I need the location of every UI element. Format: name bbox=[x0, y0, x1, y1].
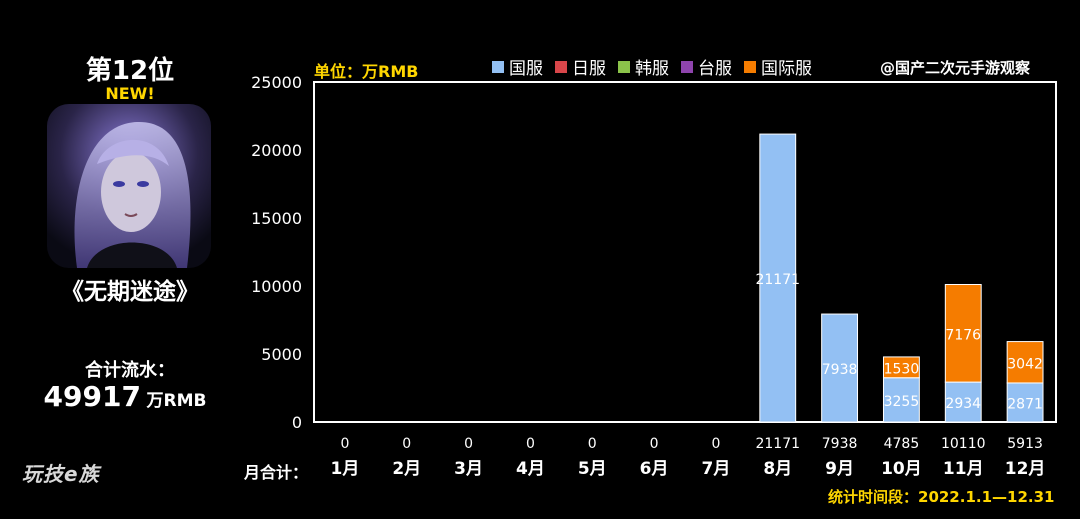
month-total-value: 0 bbox=[588, 436, 597, 452]
legend-item: 日服 bbox=[555, 54, 606, 79]
bar-value-label: 2871 bbox=[1007, 396, 1043, 412]
brand-logo: 玩技e族 bbox=[22, 462, 100, 486]
legend-item: 台服 bbox=[681, 54, 732, 79]
legend-item: 国际服 bbox=[744, 54, 812, 79]
x-tick-label: 12月 bbox=[1005, 459, 1046, 479]
month-total-value: 0 bbox=[402, 436, 411, 452]
y-tick-label: 5000 bbox=[261, 345, 302, 364]
x-tick-label: 8月 bbox=[763, 459, 792, 479]
bar-segment bbox=[944, 284, 982, 383]
date-range: 统计时间段：2022.1.1—12.31 bbox=[828, 488, 1055, 506]
legend-label: 日服 bbox=[572, 59, 606, 79]
legend-item: 国服 bbox=[492, 54, 543, 79]
legend-swatch bbox=[681, 60, 693, 73]
bar-value-label: 7938 bbox=[822, 362, 858, 378]
legend-label: 国服 bbox=[509, 59, 543, 79]
y-tick-label: 10000 bbox=[251, 277, 302, 296]
y-tick-label: 15000 bbox=[251, 209, 302, 228]
bar-value-label: 3255 bbox=[884, 394, 920, 410]
total-revenue-unit: 万RMB bbox=[146, 391, 207, 411]
bar-segment bbox=[882, 377, 920, 423]
month-total-value: 0 bbox=[464, 436, 473, 452]
x-tick-label: 4月 bbox=[516, 459, 545, 479]
y-tick-label: 25000 bbox=[251, 73, 302, 92]
month-total-value: 5913 bbox=[1007, 436, 1043, 452]
total-revenue-value: 49917 万RMB bbox=[20, 380, 230, 413]
x-tick-label: 3月 bbox=[454, 459, 483, 479]
y-tick-label: 0 bbox=[292, 413, 302, 432]
legend-item: 韩服 bbox=[618, 54, 669, 79]
month-total-value: 0 bbox=[340, 436, 349, 452]
x-tick-label: 6月 bbox=[640, 459, 669, 479]
bar-segment bbox=[1006, 382, 1044, 423]
legend-swatch bbox=[555, 60, 567, 73]
month-total-value: 4785 bbox=[884, 436, 920, 452]
x-tick-label: 11月 bbox=[943, 459, 984, 479]
legend-label: 国际服 bbox=[761, 59, 812, 79]
month-total-value: 21171 bbox=[755, 436, 800, 452]
bar-value-label: 7176 bbox=[945, 327, 981, 343]
bar-value-label: 2934 bbox=[945, 396, 981, 412]
x-tick-label: 2月 bbox=[392, 459, 421, 479]
month-total-value: 0 bbox=[711, 436, 720, 452]
bar-segment bbox=[944, 381, 982, 423]
watermark: @国产二次元手游观察 bbox=[880, 59, 1031, 77]
chart-unit-label: 单位：万RMB bbox=[314, 62, 419, 81]
plot-frame bbox=[313, 81, 1057, 423]
rank-label: 第12位 bbox=[85, 56, 175, 86]
month-total-value: 10110 bbox=[941, 436, 986, 452]
month-total-value: 7938 bbox=[822, 436, 858, 452]
bar-segment bbox=[1006, 341, 1044, 384]
y-tick-label: 20000 bbox=[251, 141, 302, 160]
bar-value-label: 3042 bbox=[1007, 356, 1043, 372]
legend-label: 韩服 bbox=[635, 59, 669, 79]
bar-segment bbox=[821, 313, 859, 423]
bar-segment bbox=[882, 356, 920, 379]
new-badge: NEW! bbox=[105, 84, 155, 103]
chart-legend: 国服 日服 韩服 台服 国际服 bbox=[492, 54, 812, 79]
bar-value-label: 1530 bbox=[884, 361, 920, 377]
legend-label: 台服 bbox=[698, 59, 732, 79]
game-name: 《无期迷途》 bbox=[61, 279, 199, 305]
legend-swatch bbox=[492, 60, 504, 73]
bar-segment bbox=[759, 133, 797, 423]
legend-swatch bbox=[744, 60, 756, 73]
x-tick-label: 1月 bbox=[330, 459, 359, 479]
month-total-value: 0 bbox=[526, 436, 535, 452]
total-revenue-number: 49917 bbox=[43, 380, 141, 413]
x-tick-label: 5月 bbox=[578, 459, 607, 479]
month-total-label: 月合计： bbox=[244, 463, 309, 482]
x-tick-label: 7月 bbox=[701, 459, 730, 479]
x-tick-label: 9月 bbox=[825, 459, 854, 479]
legend-swatch bbox=[618, 60, 630, 73]
character-portrait-icon bbox=[47, 104, 211, 268]
total-revenue-label: 合计流水： bbox=[85, 360, 175, 381]
bar-value-label: 21171 bbox=[755, 272, 800, 288]
x-tick-label: 10月 bbox=[881, 459, 922, 479]
month-total-value: 0 bbox=[650, 436, 659, 452]
